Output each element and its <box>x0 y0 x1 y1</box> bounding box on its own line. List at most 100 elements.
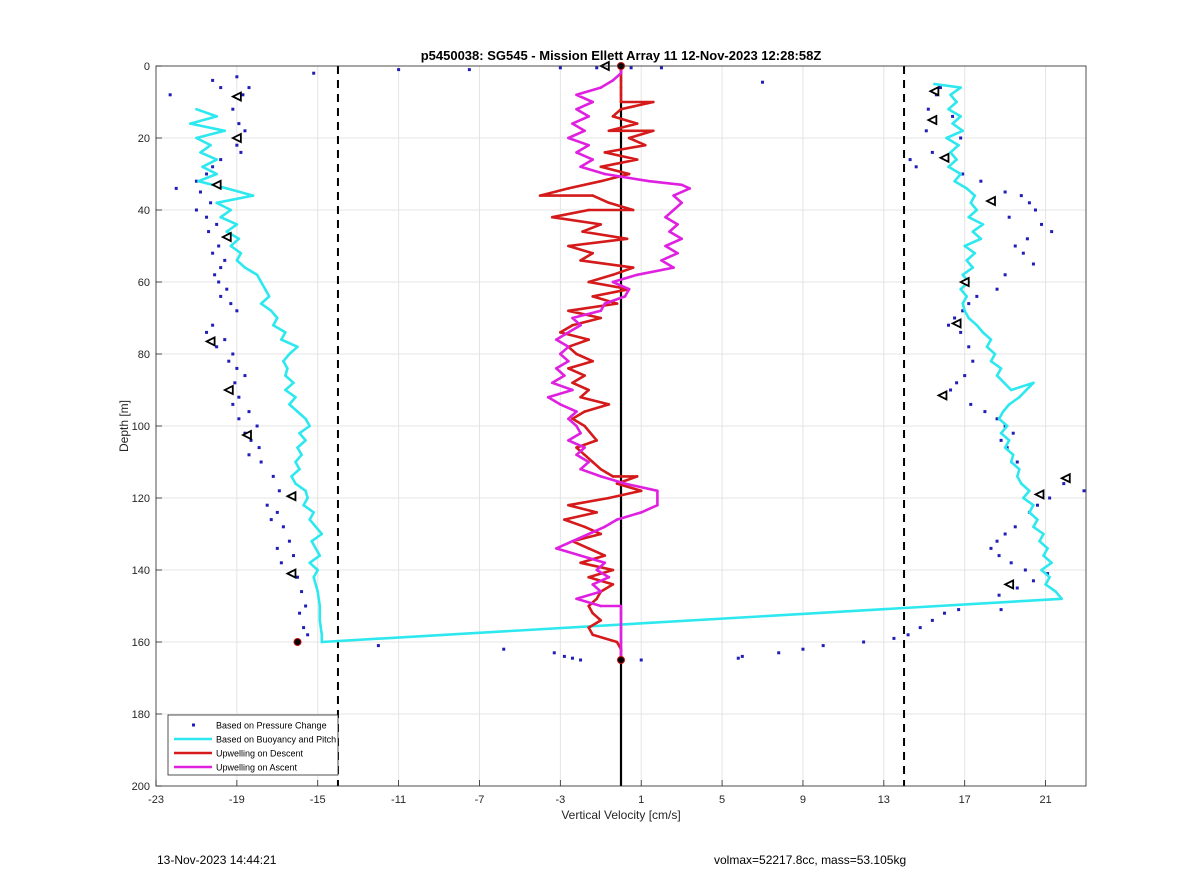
series-vertex <box>304 439 307 442</box>
pressure-point <box>967 345 971 349</box>
series-vertex <box>611 475 615 478</box>
turn-marker <box>984 195 996 207</box>
series-vertex <box>955 100 958 104</box>
series-vertex <box>320 633 324 637</box>
series-vertex <box>680 237 683 241</box>
pressure-point <box>269 518 273 522</box>
series-vertex <box>951 122 954 125</box>
series-vertex <box>550 381 554 385</box>
turn-marker <box>1033 488 1045 500</box>
y-tick-label: 180 <box>132 709 150 721</box>
series-vertex <box>579 431 582 435</box>
pressure-point <box>659 66 663 70</box>
pressure-point <box>961 309 965 313</box>
series-vertex <box>648 179 651 183</box>
pressure-point <box>961 172 965 176</box>
series-vertex <box>1046 547 1049 550</box>
pressure-point <box>999 438 1003 442</box>
series-vertex <box>599 590 603 593</box>
pressure-point <box>914 165 918 169</box>
series-vertex <box>296 345 299 349</box>
series-vertex <box>635 273 639 277</box>
pressure-point <box>995 287 999 291</box>
pressure-point <box>306 633 310 637</box>
series-vertex <box>567 309 570 313</box>
series-vertex <box>1009 460 1013 464</box>
series-vertex <box>583 410 586 413</box>
y-axis-label: Depth [m] <box>117 400 131 452</box>
x-tick-label: -23 <box>148 794 164 806</box>
pressure-point <box>235 143 239 147</box>
pressure-point <box>629 66 633 70</box>
series-vertex <box>591 194 594 197</box>
pressure-point <box>257 446 261 450</box>
series-vertex <box>643 143 647 147</box>
series-line <box>546 66 692 660</box>
series-vertex <box>579 395 582 399</box>
series-vertex <box>619 611 623 615</box>
series-vertex <box>567 136 570 140</box>
pressure-point <box>1040 222 1044 226</box>
series-based-on-pressure-change <box>168 66 1086 662</box>
series-vertex <box>989 338 993 341</box>
pressure-point <box>194 208 198 212</box>
series-vertex <box>959 86 962 89</box>
series-vertex <box>571 388 574 392</box>
x-tick-label: -7 <box>475 794 485 806</box>
pressure-point <box>235 366 239 370</box>
pressure-point <box>217 244 221 248</box>
pressure-point <box>1003 273 1007 277</box>
series-vertex <box>571 417 574 421</box>
series-vertex <box>635 122 639 125</box>
pressure-point <box>801 647 805 651</box>
series-vertex <box>201 165 204 169</box>
pressure-point <box>1050 230 1054 234</box>
pressure-point <box>892 636 896 640</box>
series-vertex <box>555 367 558 370</box>
pressure-point <box>740 654 744 658</box>
series-vertex <box>664 244 667 248</box>
series-vertex <box>591 100 594 104</box>
series-vertex <box>603 172 607 176</box>
endpoint-marker <box>617 656 625 664</box>
series-vertex <box>672 208 675 212</box>
turn-marker <box>230 91 242 103</box>
x-tick-label: 5 <box>719 794 725 806</box>
pressure-point <box>298 611 302 615</box>
series-vertex <box>235 259 239 262</box>
series-vertex <box>997 417 1001 421</box>
series-vertex <box>607 403 611 406</box>
series-vertex <box>611 568 615 572</box>
series-vertex <box>583 453 586 457</box>
legend-box <box>167 714 339 776</box>
series-vertex <box>1015 475 1019 478</box>
series-vertex <box>294 460 297 464</box>
series-vertex <box>599 309 603 313</box>
series-vertex <box>975 323 979 327</box>
series-vertex <box>579 165 582 169</box>
pressure-point <box>558 66 562 70</box>
series-vertex <box>579 323 582 327</box>
x-tick-label: -19 <box>229 794 245 806</box>
series-vertex <box>320 532 324 536</box>
series-vertex <box>223 129 227 133</box>
pressure-point <box>975 294 979 298</box>
series-vertex <box>225 230 229 233</box>
pressure-point <box>989 546 993 550</box>
x-axis-ticks: -23 -19 -15 -11 -7 -3 1 5 9 13 17 21 <box>148 780 1052 806</box>
pressure-point <box>259 460 263 464</box>
series-vertex <box>949 151 952 154</box>
pressure-point <box>277 489 281 493</box>
pressure-point <box>296 575 300 579</box>
series-vertex <box>310 539 313 543</box>
pressure-point <box>1013 244 1017 248</box>
pressure-point <box>225 287 229 291</box>
series-vertex <box>579 561 582 565</box>
series-vertex <box>1020 482 1023 485</box>
series-vertex <box>619 86 623 89</box>
y-tick-label: 20 <box>138 133 150 145</box>
y-tick-label: 60 <box>138 277 150 289</box>
series-vertex <box>269 309 273 313</box>
turn-marker <box>928 85 940 97</box>
series-vertex <box>607 201 611 205</box>
